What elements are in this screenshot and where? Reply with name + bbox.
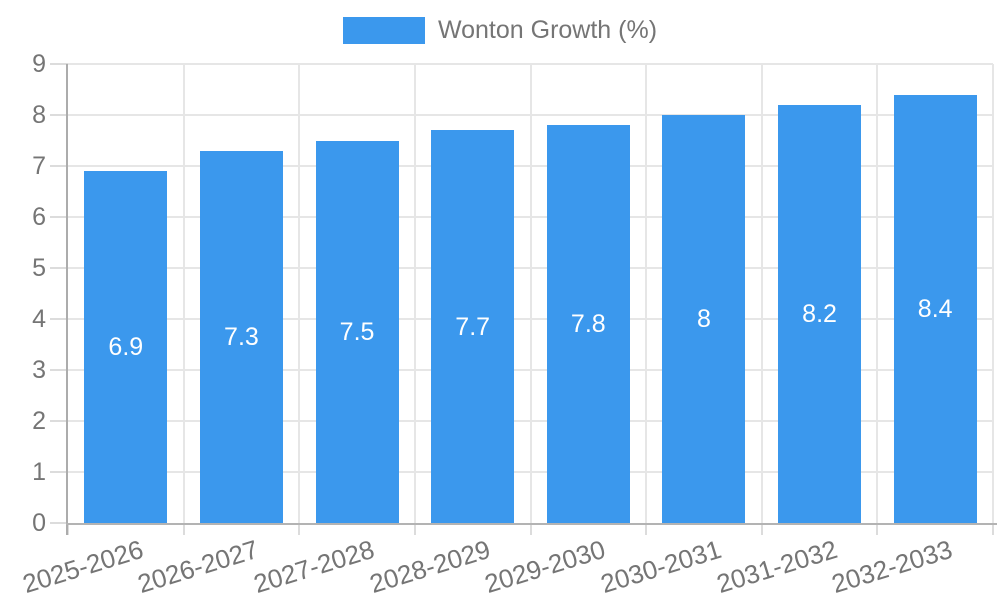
- y-tick-mark: [50, 114, 68, 116]
- y-tick-mark: [50, 522, 68, 524]
- y-tick-mark: [50, 471, 68, 473]
- x-tick-mark: [760, 523, 763, 535]
- bar-2032-2033[interactable]: [893, 94, 977, 523]
- x-gridline: [413, 64, 416, 523]
- y-axis-label: 1: [32, 458, 46, 486]
- bar-value-label: 8: [696, 305, 711, 333]
- y-tick-mark: [50, 369, 68, 371]
- legend-swatch[interactable]: [342, 17, 425, 44]
- x-gridline: [992, 64, 994, 523]
- legend: Wonton Growth (%): [0, 16, 1000, 45]
- x-gridline: [876, 64, 879, 523]
- bar-value-label: 6.9: [108, 333, 144, 362]
- x-tick-mark: [992, 523, 994, 535]
- bar-2031-2032[interactable]: [778, 104, 862, 523]
- legend-label[interactable]: Wonton Growth (%): [437, 16, 658, 44]
- y-axis-label: 5: [32, 254, 46, 282]
- y-tick-mark: [50, 318, 68, 320]
- x-gridline: [529, 64, 532, 523]
- x-tick-mark: [529, 523, 532, 535]
- y-axis-label: 0: [32, 509, 46, 537]
- y-tick-mark: [50, 420, 68, 422]
- bar-value-label: 7.5: [339, 317, 375, 346]
- x-tick-mark: [876, 523, 879, 535]
- y-tick-mark: [50, 165, 68, 167]
- bar-value-label: 7.7: [455, 312, 491, 341]
- bar-2028-2029[interactable]: [431, 130, 515, 523]
- x-tick-mark: [182, 523, 185, 535]
- bar-value-label: 7.8: [570, 310, 606, 339]
- y-axis-line: [66, 64, 68, 535]
- y-axis-label: 6: [32, 203, 46, 231]
- y-axis-label: 2: [32, 407, 46, 435]
- bar-2030-2031[interactable]: [662, 115, 746, 523]
- bar-2027-2028[interactable]: [315, 140, 399, 523]
- bar-2026-2027[interactable]: [199, 150, 283, 523]
- y-axis-label: 9: [32, 50, 46, 78]
- y-axis-label: 8: [32, 101, 46, 129]
- x-tick-mark: [298, 523, 301, 535]
- y-axis-label: 7: [32, 152, 46, 180]
- bar-2029-2030[interactable]: [546, 125, 630, 523]
- y-tick-mark: [50, 216, 68, 218]
- x-tick-mark: [645, 523, 648, 535]
- y-tick-mark: [50, 63, 68, 65]
- x-gridline: [298, 64, 301, 523]
- x-tick-mark: [413, 523, 416, 535]
- x-gridline: [760, 64, 763, 523]
- y-tick-mark: [50, 267, 68, 269]
- x-axis-line: [66, 523, 997, 525]
- x-gridline: [182, 64, 185, 523]
- y-axis-label: 4: [32, 305, 46, 333]
- bar-2025-2026[interactable]: [84, 171, 168, 523]
- bar-value-label: 8.4: [917, 294, 953, 323]
- y-axis-label: 3: [32, 356, 46, 384]
- bar-value-label: 7.3: [224, 322, 259, 351]
- x-gridline: [645, 64, 648, 523]
- x-tick-mark: [67, 523, 69, 535]
- bar-value-label: 8.2: [802, 299, 837, 328]
